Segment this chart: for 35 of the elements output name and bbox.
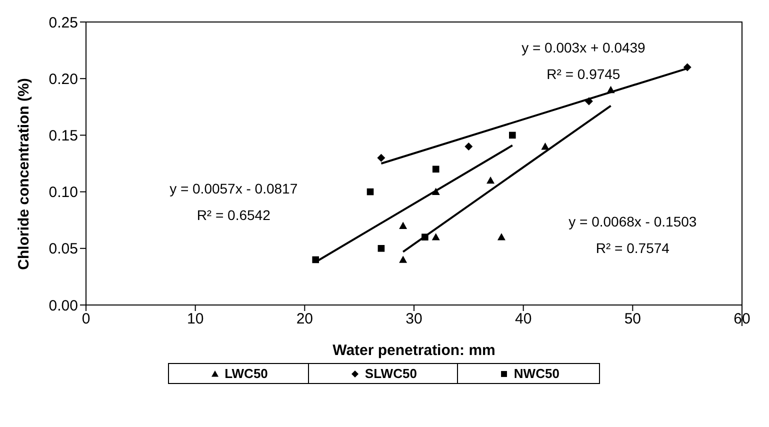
point: [497, 233, 506, 240]
point: [377, 154, 386, 162]
x-tick-label: 10: [186, 310, 204, 328]
point: [432, 233, 440, 240]
point: [399, 222, 408, 229]
point: [486, 176, 495, 184]
x-tick-label: 50: [624, 310, 642, 328]
x-tick-label: 40: [514, 310, 532, 328]
y-tick-label: 0.00: [48, 297, 78, 314]
annotation: y = 0.0068x - 0.1503: [568, 213, 697, 230]
point: [541, 142, 550, 150]
point: [432, 166, 440, 173]
y-tick-label: 0.25: [48, 14, 78, 32]
y-tick-label: 0.10: [48, 184, 78, 202]
point: [399, 256, 408, 263]
y-tick-label: 0.15: [48, 128, 78, 145]
point: [378, 245, 385, 252]
y-tick-label: 0.05: [48, 240, 78, 258]
x-tick-label: 20: [296, 310, 314, 328]
point: [509, 132, 516, 139]
annotation: y = 0.0057x - 0.0817: [170, 180, 298, 196]
x-tick-label: 30: [406, 310, 422, 328]
point: [366, 188, 374, 196]
x-tick-label: 0: [82, 310, 90, 328]
annotation: R² = 0.6542: [196, 207, 271, 224]
annotation: R² = 0.7574: [596, 240, 670, 256]
legend-label: NWC50: [514, 366, 560, 381]
annotation: R² = 0.9745: [546, 66, 620, 82]
legend-label: SLWC50: [364, 366, 417, 381]
y-axis-title: Chloride concentration (%): [16, 78, 32, 270]
point: [464, 142, 473, 151]
legend-label: LWC50: [224, 366, 268, 381]
y-tick-label: 0.20: [48, 70, 78, 88]
x-axis-title: Water penetration: mm: [332, 342, 496, 359]
annotation: y = 0.003x + 0.0439: [522, 39, 646, 56]
